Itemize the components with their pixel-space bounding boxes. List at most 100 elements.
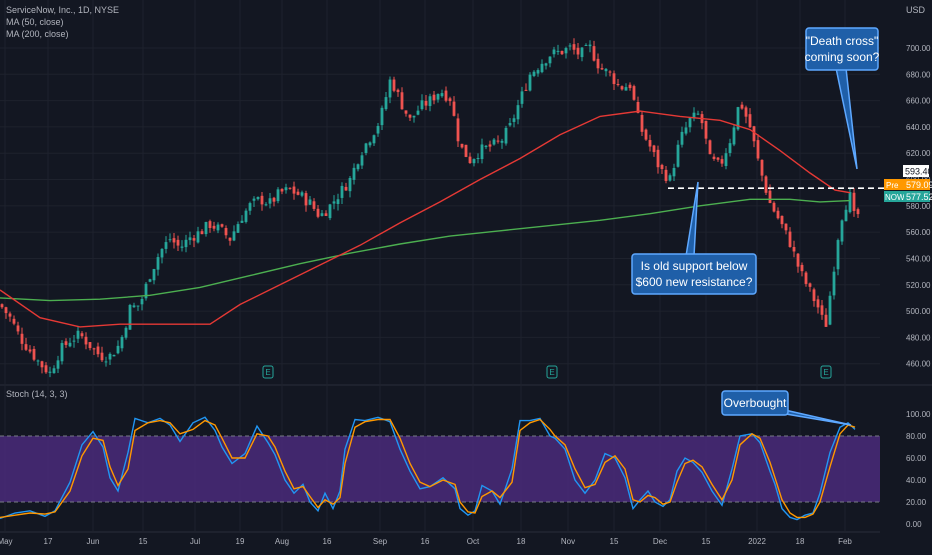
candle-body — [768, 190, 772, 204]
candle-body — [712, 156, 716, 159]
candle-body — [476, 158, 480, 160]
candle-body — [648, 140, 652, 147]
time-tick-label: Jun — [87, 537, 100, 546]
candle-body — [344, 186, 348, 191]
candle-body — [424, 100, 428, 106]
candle-body — [60, 343, 64, 362]
stoch-k-line — [0, 416, 856, 521]
candle-body — [184, 239, 188, 248]
candle-body — [784, 223, 788, 231]
time-tick-label: 15 — [139, 537, 148, 546]
candle-body — [248, 203, 252, 211]
candle-body — [628, 84, 632, 89]
candle-body — [724, 153, 728, 166]
candle-body — [792, 247, 796, 252]
support-callout: Is old support below $600 new resistance… — [631, 181, 757, 295]
price-tick-label: 460.00 — [906, 360, 931, 369]
candle-body — [260, 195, 264, 205]
death-cross-text-1: "Death cross" — [806, 34, 879, 48]
candle-body — [844, 209, 848, 222]
candle-body — [340, 185, 344, 198]
candle-body — [0, 304, 4, 308]
candle-body — [376, 125, 380, 134]
price-tick-label: 620.00 — [906, 149, 931, 158]
candle-body — [236, 224, 240, 233]
time-tick-label: Nov — [561, 537, 575, 546]
candle-body — [420, 100, 424, 110]
candle-body — [804, 272, 808, 284]
candle-body — [300, 192, 304, 196]
candle-body — [272, 197, 276, 202]
candle-body — [548, 56, 552, 64]
candle-body — [704, 120, 708, 139]
now-value-bg — [904, 191, 930, 202]
candle-body — [856, 209, 860, 215]
price-tick-label: 660.00 — [906, 97, 931, 106]
candle-body — [380, 107, 384, 126]
candle-body — [216, 224, 220, 231]
candle-body — [596, 58, 600, 69]
candle-body — [160, 248, 164, 258]
candle-body — [504, 127, 508, 144]
candle-body — [128, 305, 132, 330]
candle-body — [440, 93, 444, 97]
candle-body — [448, 98, 452, 102]
stoch-tick-label: 80.00 — [906, 432, 927, 441]
ma200-line — [0, 198, 851, 302]
candle-body — [76, 330, 80, 339]
time-tick-label: 16 — [323, 537, 332, 546]
candle-body — [488, 144, 492, 147]
candle-body — [148, 279, 152, 282]
ma200-legend: MA (200, close) — [6, 29, 69, 39]
candle-body — [52, 368, 56, 374]
price-tick-label: 560.00 — [906, 228, 931, 237]
candle-body — [264, 204, 268, 206]
overbought-text: Overbought — [724, 396, 787, 410]
candle-body — [28, 349, 32, 352]
pre-label: Pre — [886, 181, 899, 190]
candle-body — [484, 145, 488, 148]
candle-body — [516, 105, 520, 120]
candle-body — [320, 213, 324, 216]
candle-body — [172, 238, 176, 243]
candle-body — [356, 164, 360, 170]
candle-body — [480, 144, 484, 160]
candle-body — [436, 94, 440, 100]
moving-averages — [0, 110, 851, 328]
candle-body — [416, 110, 420, 115]
candle-body — [720, 159, 724, 164]
candle-body — [624, 87, 628, 91]
candle-body — [432, 94, 436, 101]
candle-body — [104, 361, 108, 363]
pre-value: 579.09 — [906, 180, 932, 190]
candle-body — [684, 127, 688, 134]
candle-body — [600, 68, 604, 70]
candle-body — [360, 155, 364, 166]
candle-body — [392, 79, 396, 91]
candle-body — [676, 144, 680, 167]
candle-body — [604, 68, 608, 72]
candle-body — [772, 202, 776, 212]
candle-body — [456, 118, 460, 142]
candle-body — [828, 295, 832, 325]
candle-body — [116, 345, 120, 354]
candle-body — [352, 167, 356, 180]
time-tick-label: Oct — [467, 537, 480, 546]
candle-body — [316, 208, 320, 217]
stoch-band — [0, 435, 880, 503]
candle-body — [200, 231, 204, 235]
time-axis-ticks: May 17 Jun 15 Jul 19 Aug 16 Sep 16 Oct 18 Nov 15 Dec 15… — [0, 537, 852, 546]
candle-body — [592, 46, 596, 61]
candle-body — [612, 73, 616, 85]
candle-body — [332, 201, 336, 204]
candle-body — [64, 341, 68, 345]
candle-body — [688, 117, 692, 128]
now-value: 577.52 — [906, 192, 932, 202]
candle-body — [616, 83, 620, 85]
price-tick-label: 500.00 — [906, 307, 931, 316]
candle-body — [132, 305, 136, 308]
candle-body — [40, 361, 44, 368]
candle-body — [428, 96, 432, 107]
time-tick-label: 18 — [517, 537, 526, 546]
candle-body — [808, 283, 812, 287]
